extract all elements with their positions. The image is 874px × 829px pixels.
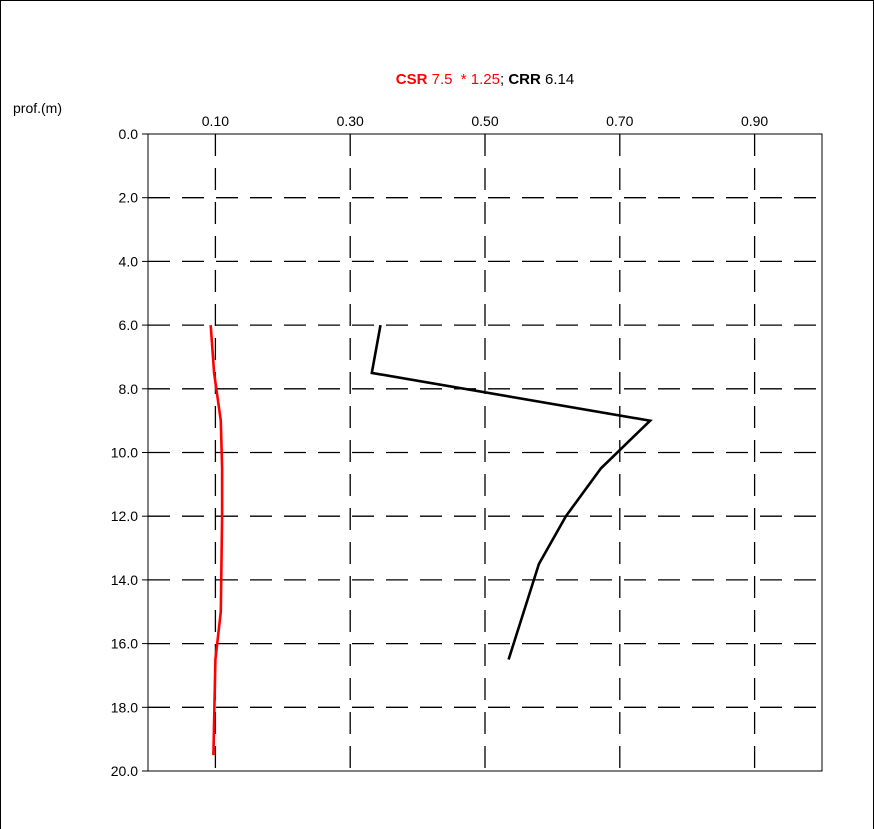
x-tick-label-1: 0.30	[337, 113, 364, 129]
chart-title: CSR 7.5 * 1.25; CRR 6.14	[396, 71, 574, 88]
y-tick-label-6: 12.0	[111, 508, 138, 524]
grid	[148, 134, 822, 771]
x-tick-label-3: 0.70	[606, 113, 633, 129]
y-tick-label-0: 0.0	[119, 126, 139, 142]
series-line-csr	[209, 325, 224, 756]
title-part-3: CRR	[508, 71, 541, 88]
y-axis-ticks: 0.0 2.0 4.0 6.0 8.0 10.0 12.0 14.0 16.0 18.0 20.0	[111, 126, 148, 779]
y-tick-label-8: 16.0	[111, 636, 138, 652]
series-line-crr	[370, 324, 653, 660]
y-tick-label-7: 14.0	[111, 572, 138, 588]
y-tick-label-5: 10.0	[111, 445, 138, 461]
y-tick-label-10: 20.0	[111, 763, 138, 779]
y-axis-label: prof.(m)	[13, 100, 62, 116]
y-tick-label-3: 6.0	[119, 317, 139, 333]
y-tick-label-4: 8.0	[119, 381, 139, 397]
y-tick-label-9: 18.0	[111, 699, 138, 715]
x-tick-label-2: 0.50	[471, 113, 498, 129]
x-axis-ticks: 0.10 0.30 0.50 0.70 0.90	[202, 113, 769, 129]
title-part-1: 7.5 * 1.25	[427, 71, 500, 88]
y-tick-label-1: 2.0	[119, 190, 139, 206]
series	[209, 324, 653, 756]
title-part-0: CSR	[396, 71, 428, 88]
x-tick-label-0: 0.10	[202, 113, 229, 129]
title-part-4: 6.14	[541, 71, 574, 88]
title-part-2: ;	[500, 71, 508, 88]
x-tick-label-4: 0.90	[741, 113, 768, 129]
y-tick-label-2: 4.0	[119, 253, 139, 269]
